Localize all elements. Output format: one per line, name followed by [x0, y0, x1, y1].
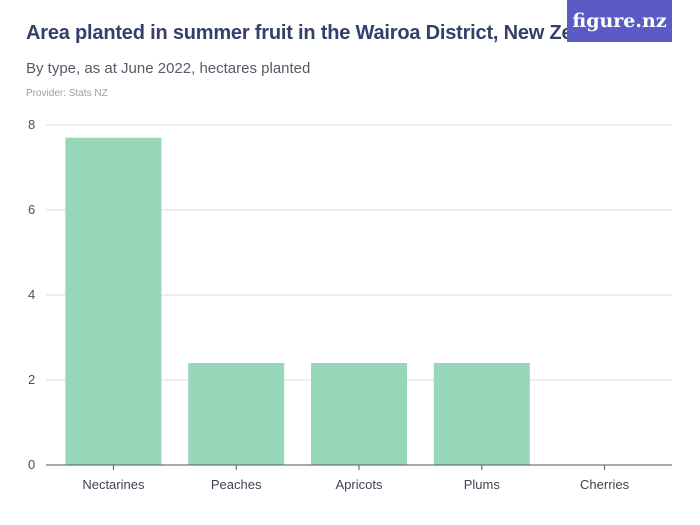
bar-nectarines[interactable]	[65, 137, 162, 465]
chart-subtitle: By type, as at June 2022, hectares plant…	[26, 60, 311, 77]
x-tick-label: Plums	[464, 477, 501, 492]
bar-plums[interactable]	[433, 363, 530, 465]
y-tick-label: 2	[28, 372, 35, 387]
figure-nz-logo[interactable]: figure.nz	[567, 0, 672, 42]
bars	[65, 137, 530, 465]
chart-title: Area planted in summer fruit in the Wair…	[26, 22, 624, 44]
bar-apricots[interactable]	[311, 363, 407, 465]
y-tick-label: 6	[28, 202, 35, 217]
y-tick-label: 8	[28, 117, 35, 132]
x-tick-label: Apricots	[336, 477, 383, 492]
y-tick-label: 0	[28, 457, 35, 472]
bar-peaches[interactable]	[188, 363, 285, 465]
x-tick-label: Nectarines	[82, 477, 145, 492]
data-provider: Provider: Stats NZ	[26, 88, 108, 99]
y-tick-label: 4	[28, 287, 35, 302]
x-tick-label: Peaches	[211, 477, 262, 492]
y-axis-ticks: 0 2 4 6 8	[28, 117, 35, 472]
x-tick-label: Cherries	[580, 477, 630, 492]
x-axis-labels: Nectarines Peaches Apricots Plums Cherries	[82, 465, 630, 492]
